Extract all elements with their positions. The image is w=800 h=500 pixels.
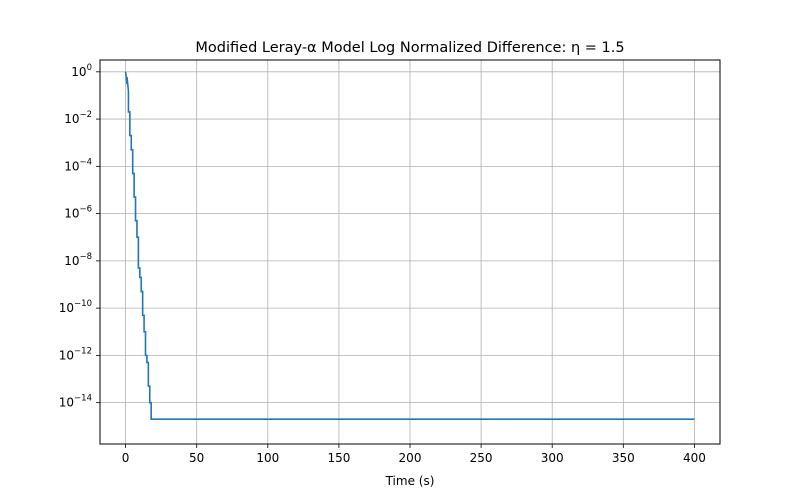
- y-tick-label: 10−12: [59, 346, 92, 362]
- y-tick-label: 10−14: [59, 394, 92, 410]
- x-tick-label: 300: [541, 451, 564, 465]
- series-layer: [124, 71, 695, 420]
- series-line: [124, 71, 695, 420]
- x-tick-label: 350: [612, 451, 635, 465]
- y-tick-label: 10−2: [64, 110, 92, 126]
- x-axis-ticks: 0 50 100 150 200 250 300 350 400: [122, 444, 706, 465]
- x-tick-label: 0: [122, 451, 130, 465]
- grid-lines: [100, 60, 720, 444]
- x-tick-label: 150: [327, 451, 350, 465]
- y-tick-label: 10−4: [64, 157, 92, 173]
- x-tick-label: 100: [256, 451, 279, 465]
- y-tick-label: 10−6: [64, 205, 92, 221]
- x-axis-label: Time (s): [385, 474, 435, 488]
- x-tick-label: 250: [470, 451, 493, 465]
- chart-title: Modified Leray-α Model Log Normalized Di…: [195, 40, 624, 56]
- x-tick-label: 50: [189, 451, 204, 465]
- y-tick-label: 100: [71, 63, 92, 79]
- x-tick-label: 400: [683, 451, 706, 465]
- y-axis-ticks: 100 10−2 10−4 10−6 10−8 10−10 10−12 10−14: [59, 63, 100, 410]
- y-tick-label: 10−10: [59, 299, 92, 315]
- x-tick-label: 200: [399, 451, 422, 465]
- y-tick-label: 10−8: [64, 252, 92, 268]
